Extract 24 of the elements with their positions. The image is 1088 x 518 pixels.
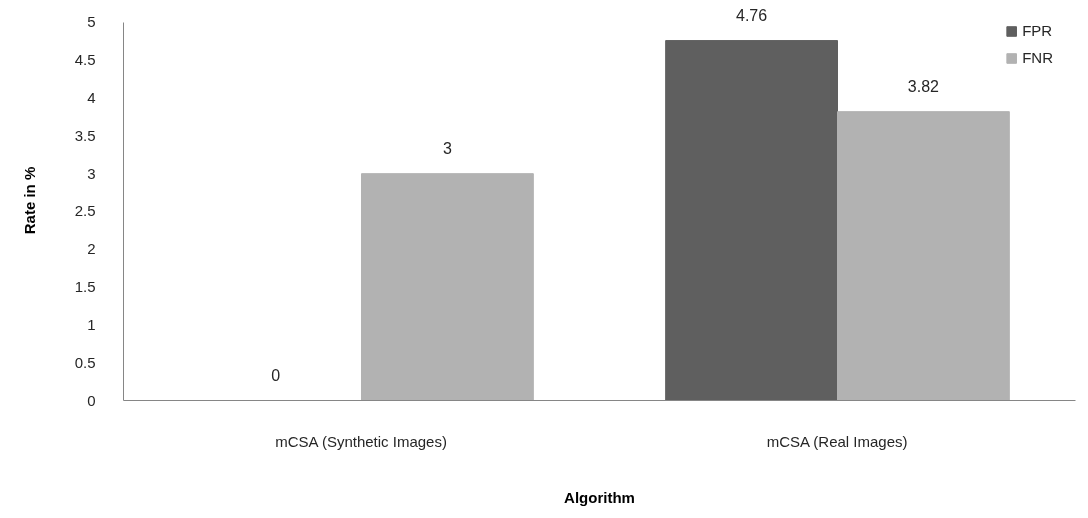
bar [665,40,838,401]
x-tick-label: mCSA (Synthetic Images) [275,432,447,450]
y-tick-label: 1 [87,315,96,333]
y-tick-label: 4 [87,89,96,107]
y-tick-label: 2.5 [74,202,96,220]
x-tick-label: mCSA (Real Images) [766,432,908,450]
y-tick-label: 0 [87,391,96,409]
data-label: 4.76 [736,6,768,24]
legend-label: FNR [1022,49,1053,66]
y-tick-label: 1.5 [74,278,96,296]
bar [361,173,534,401]
bar [837,111,1010,401]
data-label: 3 [442,139,452,157]
y-tick-label: 2 [87,240,96,258]
y-tick-label: 5 [87,13,96,31]
y-tick-label: 3.5 [74,126,96,144]
y-axis-title: Rate in % [20,166,38,235]
y-tick-label: 0.5 [74,353,96,371]
data-label: 3.82 [907,77,940,95]
x-axis-title: Algorithm [564,488,635,506]
legend-label: FPR [1022,22,1053,39]
y-tick-label: 3 [87,164,96,182]
y-tick-label: 4.5 [74,51,96,69]
data-label: 0 [271,366,281,384]
